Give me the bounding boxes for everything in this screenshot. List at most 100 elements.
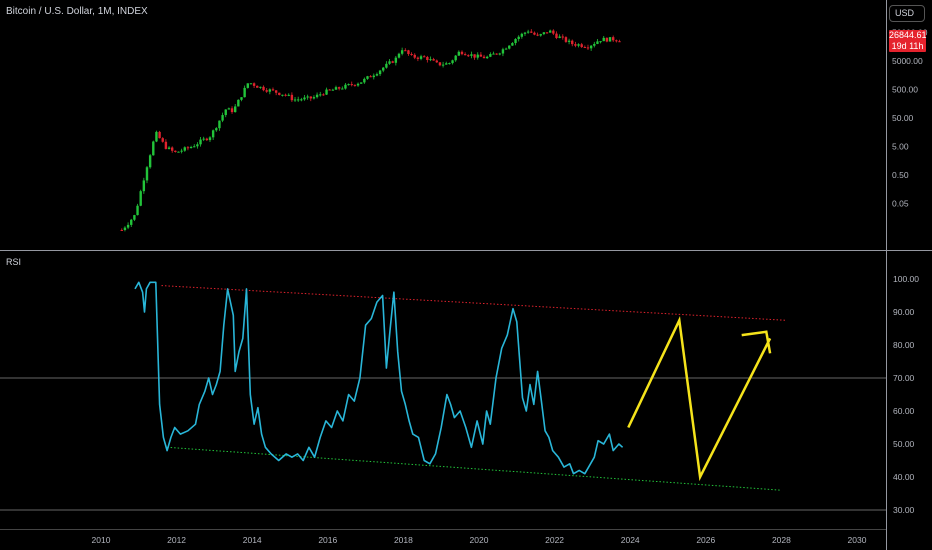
price-tick-label: 5000.00	[892, 56, 923, 66]
candle-body	[274, 90, 278, 93]
candle-body	[196, 144, 199, 147]
time-tick-label: 2022	[545, 535, 564, 545]
candle-body	[344, 84, 347, 89]
candle-body	[589, 45, 593, 49]
candle-body	[262, 86, 265, 91]
candle-body	[451, 60, 454, 64]
candle-body	[438, 62, 442, 66]
candle-body	[385, 63, 388, 68]
upper-trendline	[161, 285, 786, 321]
rsi-tick-label: 80.00	[893, 340, 915, 350]
candle-body	[328, 89, 331, 91]
candle-body	[555, 33, 558, 38]
price-tick-label: 500.00	[892, 84, 918, 94]
candle-body	[416, 57, 420, 59]
candle-body	[397, 53, 401, 58]
candle-body	[571, 40, 574, 45]
candle-body	[533, 32, 536, 35]
candle-body	[369, 76, 372, 78]
candle-body	[325, 89, 328, 95]
candle-body	[429, 59, 432, 61]
candle-body	[498, 53, 501, 55]
time-axis: 2010 2012 2014 2016 2018 2020 2022 2024 2026 2028…	[92, 535, 867, 545]
candle-body	[133, 215, 136, 220]
candle-body	[215, 128, 218, 131]
candle-body	[454, 55, 457, 61]
candle-body	[199, 139, 202, 145]
rsi-line	[134, 281, 624, 475]
candle-body	[337, 87, 341, 89]
candle-body	[558, 36, 561, 38]
candle-body	[470, 54, 473, 56]
candle-body	[611, 37, 615, 41]
candle-body	[139, 191, 142, 206]
candle-body	[189, 146, 193, 148]
candle-body	[290, 94, 294, 101]
candle-body	[237, 99, 240, 107]
candle-body	[300, 99, 303, 101]
candle-body	[284, 94, 287, 96]
candle-body	[394, 57, 398, 63]
candle-body	[152, 141, 155, 156]
rsi-tick-label: 50.00	[893, 439, 915, 449]
candle-body	[271, 89, 275, 91]
candle-body	[441, 64, 445, 66]
candle-body	[208, 137, 212, 141]
candle-body	[170, 147, 174, 151]
rsi-plot	[134, 281, 786, 491]
candle-body	[410, 54, 413, 56]
candle-body	[548, 30, 552, 33]
candle-body	[309, 96, 312, 99]
candle-body	[382, 67, 385, 71]
candle-body	[142, 180, 146, 192]
time-tick-label: 2028	[772, 535, 791, 545]
candle-body	[375, 74, 379, 76]
candle-body	[303, 97, 306, 100]
rsi-axis: 100.00 90.00 80.00 70.00 60.00 50.00 40.00 30.0…	[0, 274, 919, 515]
candle-body	[145, 167, 149, 181]
candle-body	[489, 54, 492, 57]
currency-button[interactable]: USD	[889, 5, 925, 22]
candle-body	[126, 224, 130, 228]
rsi-tick-label: 60.00	[893, 406, 915, 416]
candle-body	[202, 138, 205, 140]
candle-body	[605, 37, 609, 42]
candle-body	[155, 131, 158, 142]
candle-body	[186, 147, 190, 149]
candle-body	[388, 61, 391, 64]
candle-body	[331, 89, 335, 91]
candle-body	[596, 41, 599, 44]
candle-body	[227, 108, 231, 110]
candle-body	[514, 39, 517, 44]
candle-body	[359, 82, 363, 84]
last-price-tag: 26844.61 19d 11h	[889, 30, 927, 52]
price-tick-label: 0.50	[892, 170, 909, 180]
time-tick-label: 2020	[470, 535, 489, 545]
candle-body	[583, 46, 587, 48]
candle-body	[350, 84, 353, 86]
candle-body	[164, 141, 168, 149]
candle-body	[479, 54, 483, 57]
candle-body	[306, 96, 309, 98]
candle-body	[183, 147, 186, 151]
candle-body	[391, 61, 394, 63]
candle-body	[564, 37, 568, 42]
candle-body	[123, 227, 127, 231]
candle-body	[315, 94, 319, 98]
rsi-tick-label: 100.00	[893, 274, 919, 284]
candle-body	[445, 63, 448, 65]
candle-body	[523, 32, 527, 34]
candle-body	[312, 97, 316, 99]
candle-body	[520, 33, 524, 37]
price-tick-label: 0.05	[892, 199, 909, 209]
time-tick-label: 2014	[243, 535, 262, 545]
price-candles	[120, 29, 621, 232]
time-tick-label: 2026	[696, 535, 715, 545]
candle-body	[265, 90, 268, 92]
candle-body	[334, 87, 338, 90]
candle-body	[608, 37, 612, 42]
candle-body	[356, 83, 360, 86]
candle-body	[363, 78, 366, 83]
candle-body	[319, 94, 322, 96]
